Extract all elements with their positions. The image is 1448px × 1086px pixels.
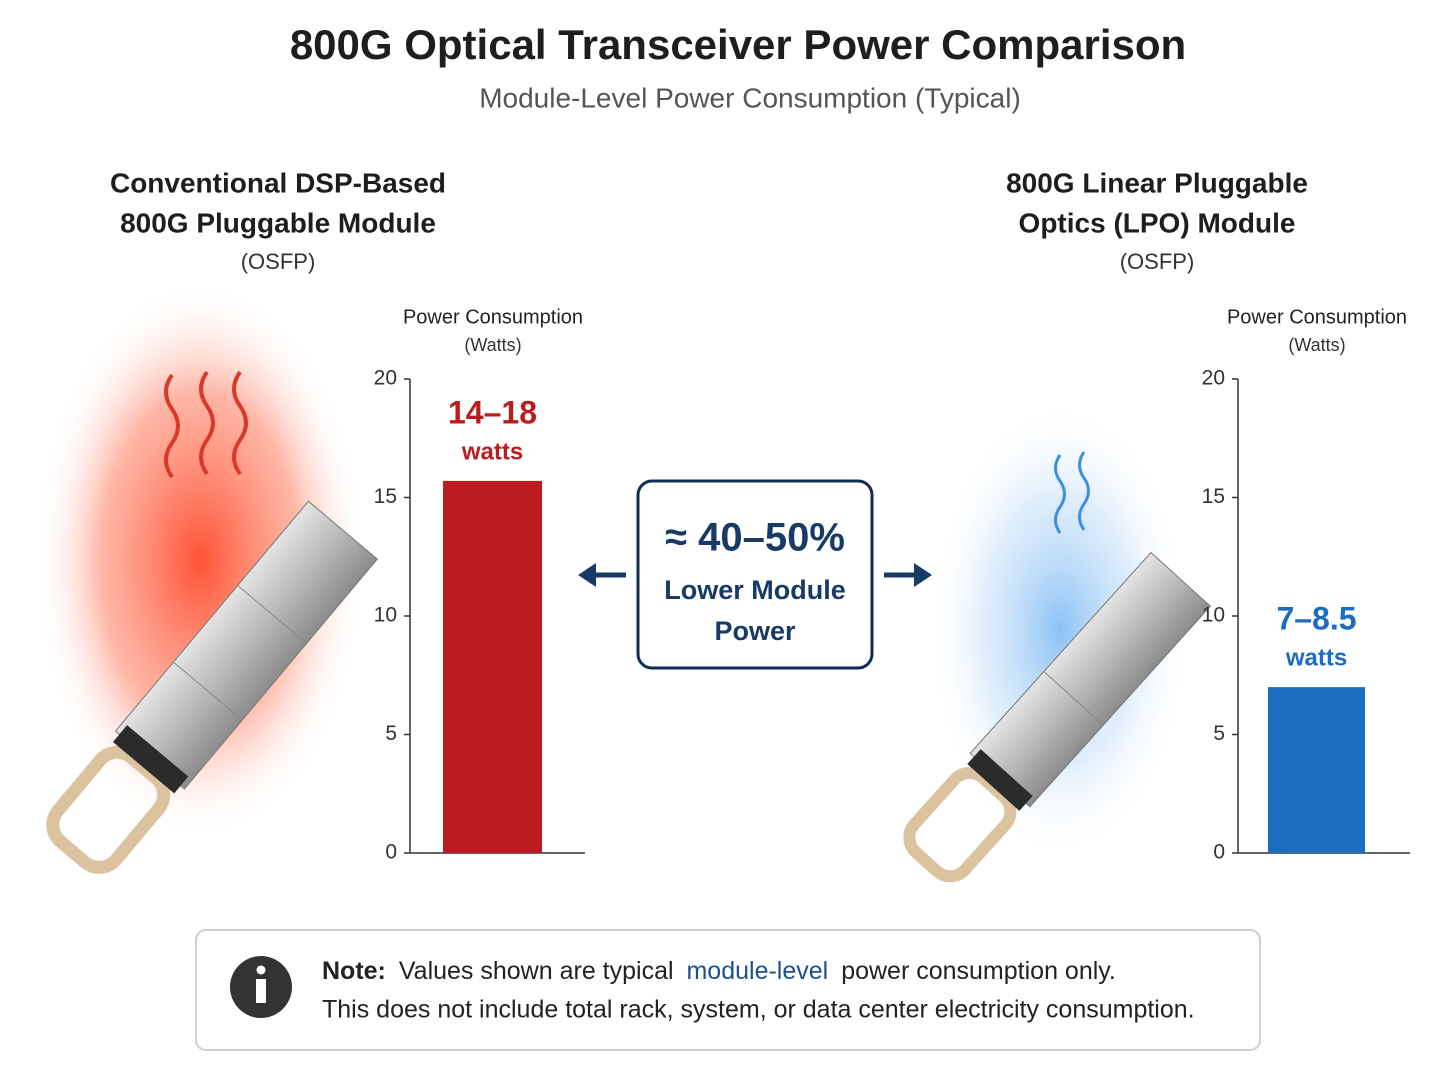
y-tick-label: 15 [1202,485,1225,508]
callout-value: ≈ 40–50% [665,516,845,560]
y-tick-label: 5 [385,722,397,745]
y-tick-label: 10 [1202,604,1225,627]
heat-glow [35,280,365,840]
note-line: This does not include total rack, system… [322,996,1195,1024]
y-axis-unit: (Watts) [464,335,521,355]
module-name: 800G Linear Pluggable [1006,167,1308,198]
callout-arrows [578,563,932,587]
bar-annotation-unit: watts [461,438,523,465]
bar-annotation: 7–8.5 [1276,601,1356,637]
subtitle: Module-Level Power Consumption (Typical) [479,82,1021,113]
bar-annotation: 14–18 [448,394,537,430]
note-highlight: module-level [686,957,828,985]
form-factor: (OSFP) [1120,249,1195,274]
y-axis-label: Power Consumption [403,306,583,328]
y-tick-label: 15 [374,485,397,508]
module-name: 800G Pluggable Module [120,207,436,238]
y-tick-label: 0 [1213,841,1225,864]
callout-line: Power [714,616,796,646]
y-tick-label: 10 [374,604,397,627]
y-tick-label: 20 [374,367,397,390]
module-name: Conventional DSP-Based [110,167,446,198]
module-name: Optics (LPO) Module [1019,207,1296,238]
callout-box [636,479,874,670]
module-lpo [903,551,1212,883]
form-factor: (OSFP) [241,249,316,274]
y-tick-label: 20 [1202,367,1225,390]
y-axis-label: Power Consumption [1227,306,1407,328]
y-axis-unit: (Watts) [1288,335,1345,355]
module-dsp [46,500,379,874]
bar [1268,687,1365,853]
note-line: Note: Values shown are typical module-le… [322,957,1116,985]
y-tick-label: 0 [385,841,397,864]
bar [443,480,542,853]
note-text: power consumption only. [841,957,1116,985]
y-tick-label: 5 [1213,722,1225,745]
cool-waves [1054,451,1090,534]
note-label: Note: [322,957,386,985]
heat-waves [164,370,248,479]
callout-line: Lower Module [664,575,846,605]
title: 800G Optical Transceiver Power Compariso… [290,21,1186,68]
info-icon [230,956,292,1018]
note-box [195,929,1261,1051]
bar-annotation-unit: watts [1285,644,1347,671]
note-text: Values shown are typical [399,957,674,985]
